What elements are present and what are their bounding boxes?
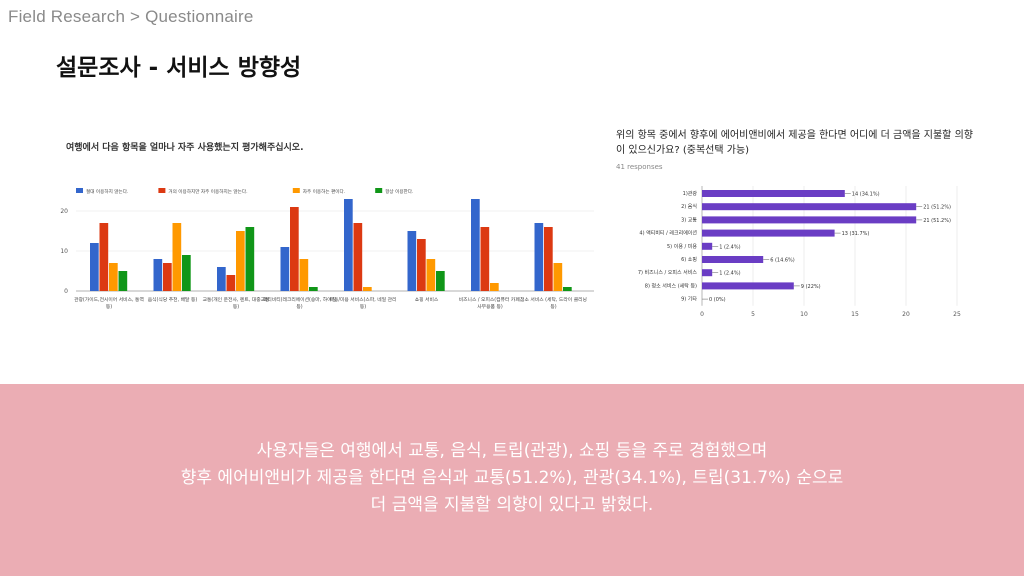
bar-c5-s2 (353, 223, 363, 291)
legend-swatch-3 (292, 188, 300, 193)
legend-swatch-4 (375, 188, 383, 193)
bar-c7-s1 (471, 199, 480, 291)
bar-c6-s1 (407, 231, 417, 291)
x-tick-label-3: 교통(개인 운전사, 렌트, 대중교통 등) (203, 296, 270, 310)
bar-c5-s1 (344, 199, 353, 291)
bar-c8-s1 (534, 223, 544, 291)
usage-chart-svg: 절대 이용하지 않는다. 거의 이용하지만 자주 이용하지는 않는다. 자주 이용하… (60, 188, 594, 310)
category-label-6: 6) 쇼핑 (681, 256, 697, 263)
y-tick-20: 20 (60, 208, 68, 215)
x-tick-label-7: 비즈니스 / 오피스(컴퓨터 카페, 사무용품 등) (459, 296, 522, 310)
y-tick-10: 10 (60, 248, 68, 255)
x-tick-5: 5 (751, 311, 755, 318)
bar-5 (702, 242, 713, 250)
x-tick-25: 25 (953, 311, 961, 318)
category-label-9: 9) 기타 (681, 296, 697, 303)
legend-swatch-2 (158, 188, 166, 193)
x-tick-0: 0 (700, 311, 704, 318)
bar-c6-s4 (436, 271, 445, 291)
bar-c4-s4 (309, 287, 318, 291)
category-label-3: 3) 교통 (681, 217, 697, 223)
bar-1 (702, 190, 845, 197)
bar-c1-s2 (99, 223, 109, 291)
legend-label-4: 항상 이용한다. (385, 188, 413, 195)
bar-c2-s4 (182, 255, 191, 291)
bar-c1-s3 (109, 263, 118, 291)
x-tick-label-4: 액티비티(레크리에이션(승마, 하이킹 등) (263, 296, 336, 310)
legend-label-1: 절대 이용하지 않는다. (86, 188, 128, 195)
value-label-1: 14 (34.1%) (852, 192, 880, 198)
bar-c8-s3 (553, 263, 563, 291)
bar-c5-s3 (363, 287, 372, 291)
bar-c8-s2 (544, 227, 553, 291)
bar-4 (702, 229, 835, 237)
bar-c4-s3 (299, 259, 309, 291)
x-tick-15: 15 (851, 311, 859, 318)
value-label-3: 21 (51.2%) (923, 218, 951, 224)
y-tick-0: 0 (64, 288, 68, 295)
usage-frequency-chart: 여행에서 다음 항목을 얼마나 자주 사용했는지 평가해주십시오. 절대 이용하… (54, 136, 604, 336)
category-label-2: 2) 음식 (681, 203, 697, 210)
bar-8 (702, 282, 794, 290)
value-label-5: 1 (2.4%) (719, 244, 740, 250)
bar-c6-s2 (417, 239, 426, 291)
bar-c4-s1 (280, 247, 290, 291)
breadcrumb: Field Research > Questionnaire (8, 7, 254, 26)
x-tick-label-8: 청소 서비스 (세탁, 드라이 클리닝 등) (520, 296, 587, 310)
category-label-1: 1)관광 (683, 190, 698, 197)
bar-6 (702, 256, 764, 263)
bar-c8-s4 (563, 287, 572, 291)
summary-line-3: 더 금액을 지불할 의향이 있다고 밝혔다. (370, 495, 654, 515)
bar-c4-s2 (290, 207, 299, 291)
summary-text: 사용자들은 여행에서 교통, 음식, 트립(관광), 쇼핑 등을 주로 경험했으… (40, 438, 984, 519)
bar-c3-s1 (217, 267, 226, 291)
value-label-2: 21 (51.2%) (923, 205, 951, 211)
x-tick-label-1: 관광(가이드,전시이어 서비스, 통역 등) (74, 296, 144, 310)
value-label-9: 0 (0%) (709, 297, 726, 303)
summary-band: 사용자들은 여행에서 교통, 음식, 트립(관광), 쇼핑 등을 주로 경험했으… (0, 384, 1024, 576)
x-tick-20: 20 (902, 311, 910, 318)
bar-c3-s4 (245, 227, 255, 291)
summary-line-1: 사용자들은 여행에서 교통, 음식, 트립(관광), 쇼핑 등을 주로 경험했으… (256, 441, 768, 461)
bar-c7-s3 (490, 283, 499, 291)
bar-c2-s2 (163, 263, 172, 291)
bar-c2-s3 (172, 223, 182, 291)
bar-2 (702, 203, 917, 211)
category-label-8: 8) 청소 서비스 (세탁 등) (645, 282, 697, 289)
legend-label-3: 자주 이용하는 편이다. (303, 188, 345, 195)
bar-c1-s4 (118, 271, 128, 291)
payment-intention-chart: 위의 항목 중에서 향후에 에어비앤비에서 제공을 한다면 어디에 더 금액을 … (612, 128, 978, 328)
x-tick-label-6: 쇼핑 서비스 (415, 296, 439, 303)
x-tick-label-2: 음식(식당 추천, 배달 등) (148, 296, 198, 303)
bar-c3-s3 (236, 231, 245, 291)
category-label-5: 5) 이용 / 미용 (667, 243, 697, 250)
value-label-4: 13 (31.7%) (842, 231, 870, 237)
usage-chart-title: 여행에서 다음 항목을 얼마나 자주 사용했는지 평가해주십시오. (66, 143, 304, 153)
category-label-4: 4) 액티비티 / 레크리에이션 (639, 230, 697, 237)
x-tick-10: 10 (800, 311, 808, 318)
bar-c3-s2 (226, 275, 236, 291)
legend-swatch-1 (76, 188, 83, 193)
payment-chart-svg: 0 5 10 15 20 25 1)관광 14 (34.1%) 2) 음식 21 (51.2%) 3… (638, 186, 961, 318)
bar-3 (702, 216, 917, 224)
responses-count: 41 responses (616, 163, 663, 171)
x-tick-label-5: 미용/미용 서비스(스파, 네일 관리 등) (330, 296, 397, 310)
category-label-7: 7) 비즈니스 / 오피스 서비스 (638, 269, 698, 276)
value-label-7: 1 (2.4%) (719, 271, 740, 277)
value-label-8: 9 (22%) (801, 284, 821, 290)
value-label-6: 6 (14.6%) (770, 258, 795, 264)
bar-7 (702, 269, 713, 277)
page-title: 설문조사 - 서비스 방향성 (56, 55, 302, 81)
bar-c1-s1 (90, 243, 99, 291)
bar-c2-s1 (153, 259, 163, 291)
legend-label-2: 거의 이용하지만 자주 이용하지는 않는다. (168, 188, 247, 195)
summary-line-2: 향후 에어비앤비가 제공을 한다면 음식과 교통(51.2%), 관광(34.1… (180, 468, 844, 488)
bar-c7-s2 (480, 227, 490, 291)
payment-chart-title: 위의 항목 중에서 향후에 에어비앤비에서 제공을 한다면 어디에 더 금액을 … (616, 130, 973, 156)
bar-c6-s3 (426, 259, 436, 291)
